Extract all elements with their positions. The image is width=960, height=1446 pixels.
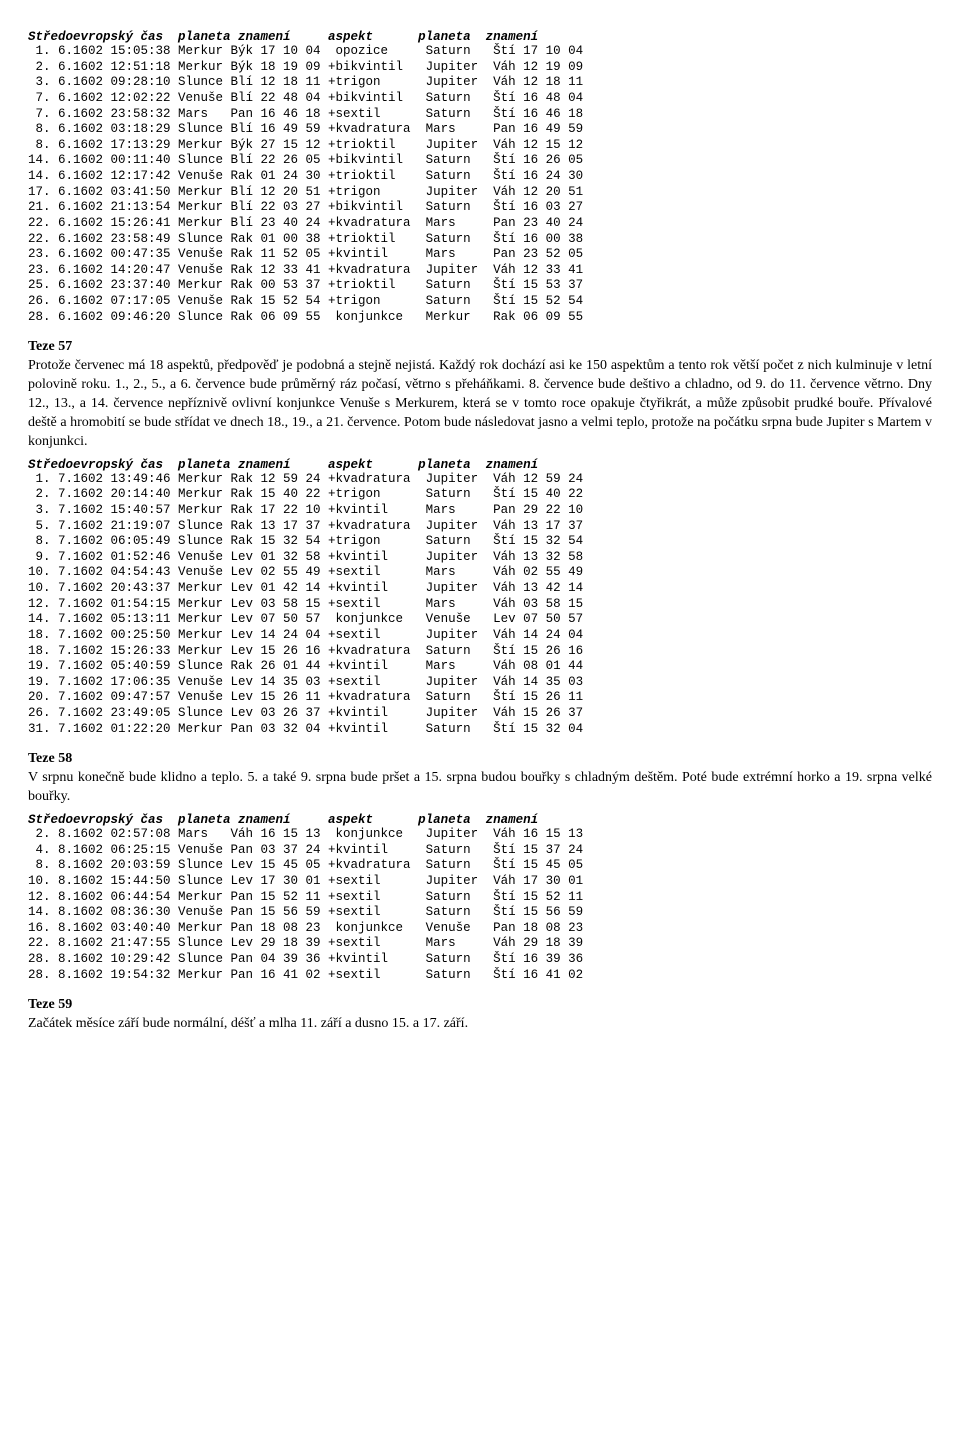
- table1-header: Středoevropský čas planeta znamení aspek…: [28, 30, 932, 44]
- thesis58-body: V srpnu konečně bude klidno a teplo. 5. …: [28, 769, 932, 807]
- thesis59-body: Začátek měsíce září bude normální, déšť …: [28, 1015, 932, 1034]
- thesis57-body: Protože červenec má 18 aspektů, předpově…: [28, 357, 932, 451]
- table3-body: 2. 8.1602 02:57:08 Mars Váh 16 15 13 kon…: [28, 827, 932, 983]
- thesis58-title: Teze 58: [28, 751, 932, 767]
- table1-body: 1. 6.1602 15:05:38 Merkur Býk 17 10 04 o…: [28, 44, 932, 325]
- thesis57-title: Teze 57: [28, 339, 932, 355]
- table3-header: Středoevropský čas planeta znamení aspek…: [28, 813, 932, 827]
- table2-body: 1. 7.1602 13:49:46 Merkur Rak 12 59 24 +…: [28, 472, 932, 738]
- thesis59-title: Teze 59: [28, 997, 932, 1013]
- table2-header: Středoevropský čas planeta znamení aspek…: [28, 458, 932, 472]
